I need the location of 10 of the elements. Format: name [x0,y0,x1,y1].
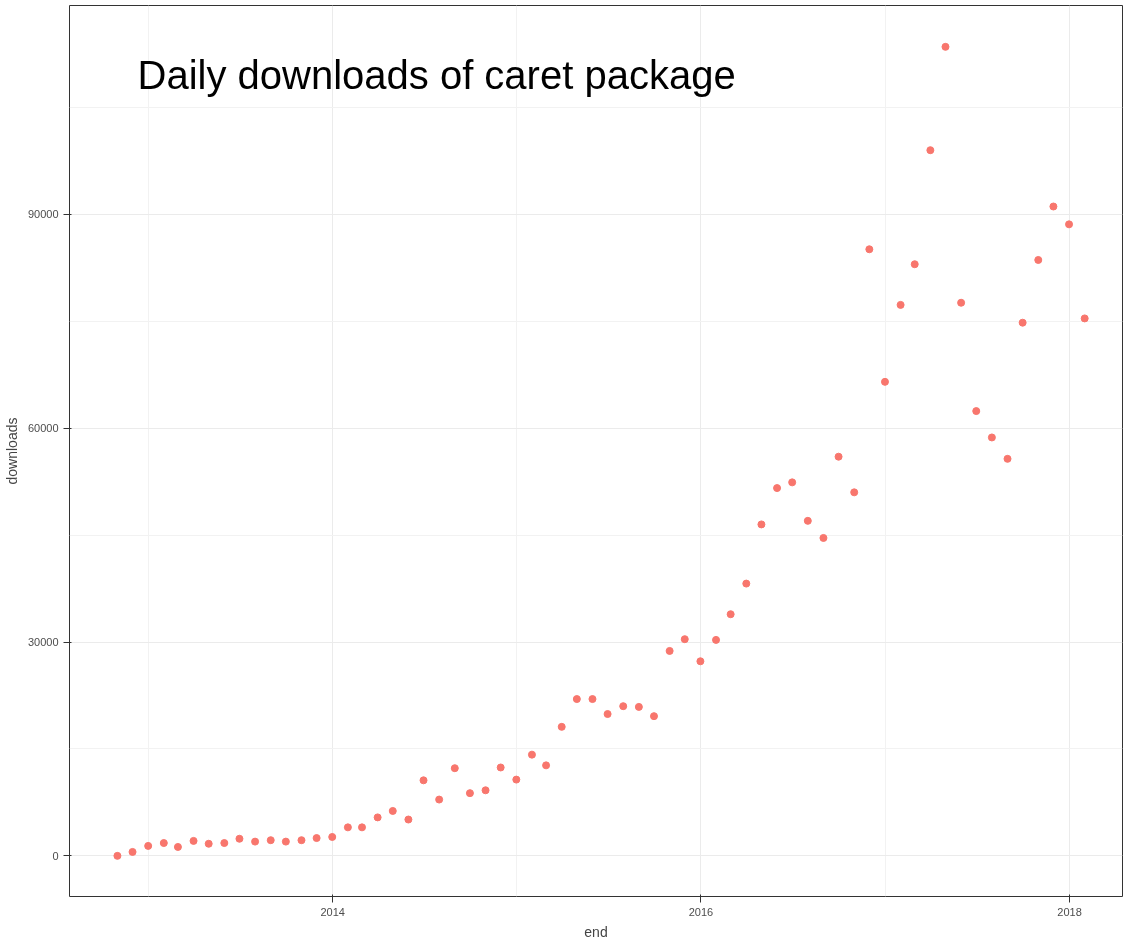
x-tick-label: 2016 [688,905,714,918]
x-axis-title: end [584,923,608,940]
x-tick-label: 2018 [1057,905,1082,918]
y-tick-label: 30000 [27,636,59,649]
text: Daily downloads of caret package [137,52,736,97]
y-tick-label: 0 [52,849,59,862]
x-tick-label: 2014 [320,905,345,918]
y-tick-label: 90000 [27,208,59,221]
y-tick-label: 60000 [27,422,59,435]
y-axis-title: downloads [3,417,20,485]
